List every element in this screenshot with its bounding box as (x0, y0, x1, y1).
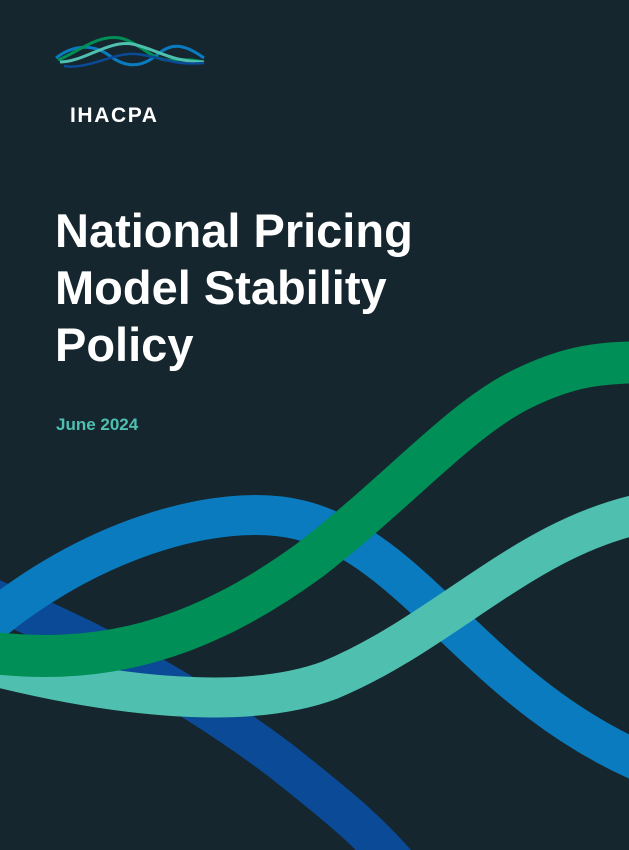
title-line-3: Policy (55, 318, 194, 371)
ihacpa-logo: IHACPA (54, 30, 214, 130)
brand-name: IHACPA (70, 104, 159, 127)
navy-wave (0, 580, 411, 850)
teal-wave (0, 495, 629, 718)
document-title: National Pricing Model Stability Policy (55, 202, 575, 373)
title-line-1: National Pricing (55, 204, 413, 257)
wave-lines-logo-icon (55, 35, 205, 68)
blue-wave (0, 495, 629, 779)
publication-date: June 2024 (56, 415, 139, 434)
green-wave (0, 341, 629, 677)
title-line-2: Model Stability (55, 261, 387, 314)
